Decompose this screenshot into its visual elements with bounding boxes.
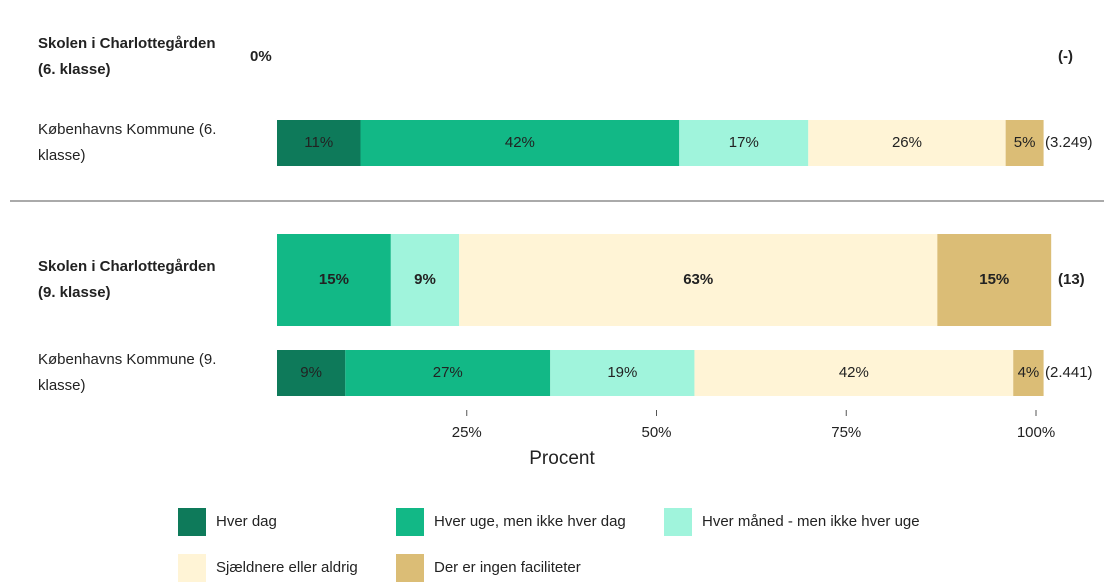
x-tick-label: 25% [452,424,482,441]
legend-swatch [178,508,206,536]
legend-label: Der er ingen faciliteter [434,559,581,576]
legend-label: Hver dag [216,513,277,530]
bar-segment [360,120,680,166]
data-label: 15% [319,271,349,288]
bar-segment [390,234,460,326]
count-label: (3.249) [1045,134,1093,151]
bar-segment [277,350,346,396]
category-label: Skolen i Charlottegården (6. klasse) [38,35,216,78]
data-label: 63% [683,271,713,288]
bar-segment [694,350,1014,396]
data-label: 42% [839,364,869,381]
bar-segment [459,234,938,326]
category-label: Københavns Kommune (6. klasse) [38,121,217,164]
data-label: 27% [433,364,463,381]
category-label: Københavns Kommune (9. klasse) [38,351,217,394]
x-tick-label: 75% [831,424,861,441]
x-axis-label: Procent [529,448,595,469]
category-label: Skolen i Charlottegården (9. klasse) [38,258,216,301]
legend-swatch [664,508,692,536]
bar-segment [550,350,695,396]
legend-swatch [396,554,424,582]
data-label: 42% [505,134,535,151]
data-label: 9% [414,271,436,288]
data-label: 5% [1014,134,1036,151]
bar-segment [345,350,551,396]
data-label: 11% [304,134,333,151]
bar-segment [277,120,361,166]
x-tick-label: 50% [641,424,671,441]
count-label: (13) [1058,271,1085,288]
data-label: 19% [607,364,637,381]
bar-segment [1005,120,1044,166]
legend-label: Hver uge, men ikke hver dag [434,513,626,530]
count-label: (2.441) [1045,364,1093,381]
data-label: 17% [729,134,759,151]
bar-segment [679,120,809,166]
data-label: 15% [979,271,1009,288]
legend-swatch [396,508,424,536]
x-tick-label: 100% [1017,424,1055,441]
data-label: 4% [1018,364,1040,381]
legend-swatch [178,554,206,582]
bar-segment [1013,350,1044,396]
data-label: 9% [300,364,322,381]
count-label: (-) [1058,48,1073,65]
bar-segment [808,120,1006,166]
legend-label: Hver måned - men ikke hver uge [702,513,920,530]
bar-segment [937,234,1052,326]
data-label: 26% [892,134,922,151]
legend-label: Sjældnere eller aldrig [216,559,358,576]
empty-label: 0% [250,48,272,65]
bar-segment [277,234,391,326]
